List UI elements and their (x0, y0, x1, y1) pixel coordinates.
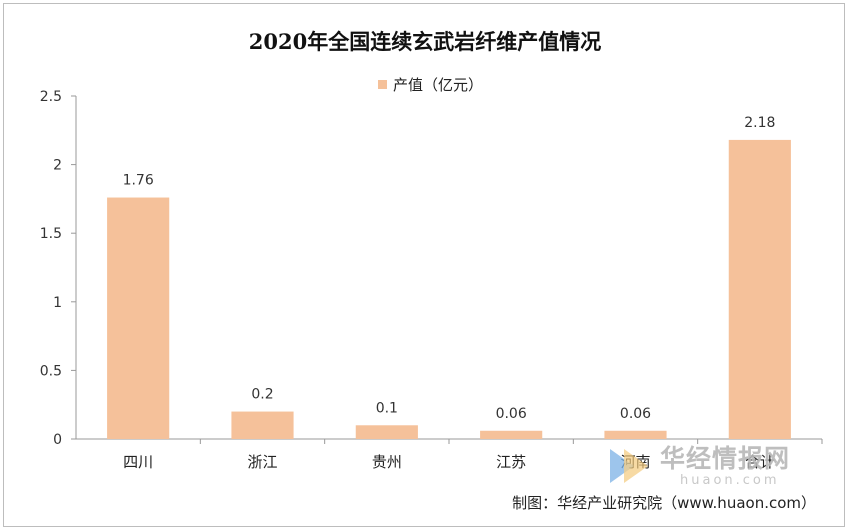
bar (480, 430, 543, 439)
legend-swatch (378, 79, 387, 89)
y-tick-label: 2 (53, 158, 62, 174)
bar (107, 197, 170, 439)
legend-label: 产值（亿元） (393, 75, 484, 94)
watermark-logo-icon (606, 443, 652, 489)
legend: 产值（亿元） (378, 74, 483, 94)
x-category-label: 贵州 (372, 453, 402, 471)
y-tick-label: 0.5 (40, 363, 62, 379)
y-tick-label: 2.5 (40, 89, 62, 105)
data-label: 0.06 (496, 406, 527, 422)
bar (604, 430, 667, 439)
x-category-label: 浙江 (247, 453, 277, 471)
x-category-label: 合计 (745, 453, 775, 471)
y-tick-label: 1.5 (40, 226, 62, 242)
bar (231, 411, 294, 439)
x-category-label: 江苏 (496, 453, 526, 471)
bar (728, 139, 791, 440)
data-label: 0.1 (376, 400, 398, 416)
y-tick-label: 0 (53, 432, 62, 448)
watermark: 华经情报网 huaon.com (606, 440, 831, 492)
watermark-url: huaon.com (680, 472, 780, 488)
chart-title: 2020年全国连续玄武岩纤维产值情况 (248, 29, 602, 54)
data-label: 2.18 (744, 115, 775, 131)
source-note: 制图：华经产业研究院（www.huaon.com） (512, 494, 816, 512)
y-tick-label: 1 (53, 295, 62, 311)
bar (355, 425, 418, 439)
data-label: 0.2 (251, 387, 273, 403)
x-category-label: 四川 (123, 453, 153, 471)
data-label: 1.76 (123, 173, 154, 189)
watermark-text: 华经情报网 (660, 443, 791, 473)
data-label: 0.06 (620, 406, 651, 422)
